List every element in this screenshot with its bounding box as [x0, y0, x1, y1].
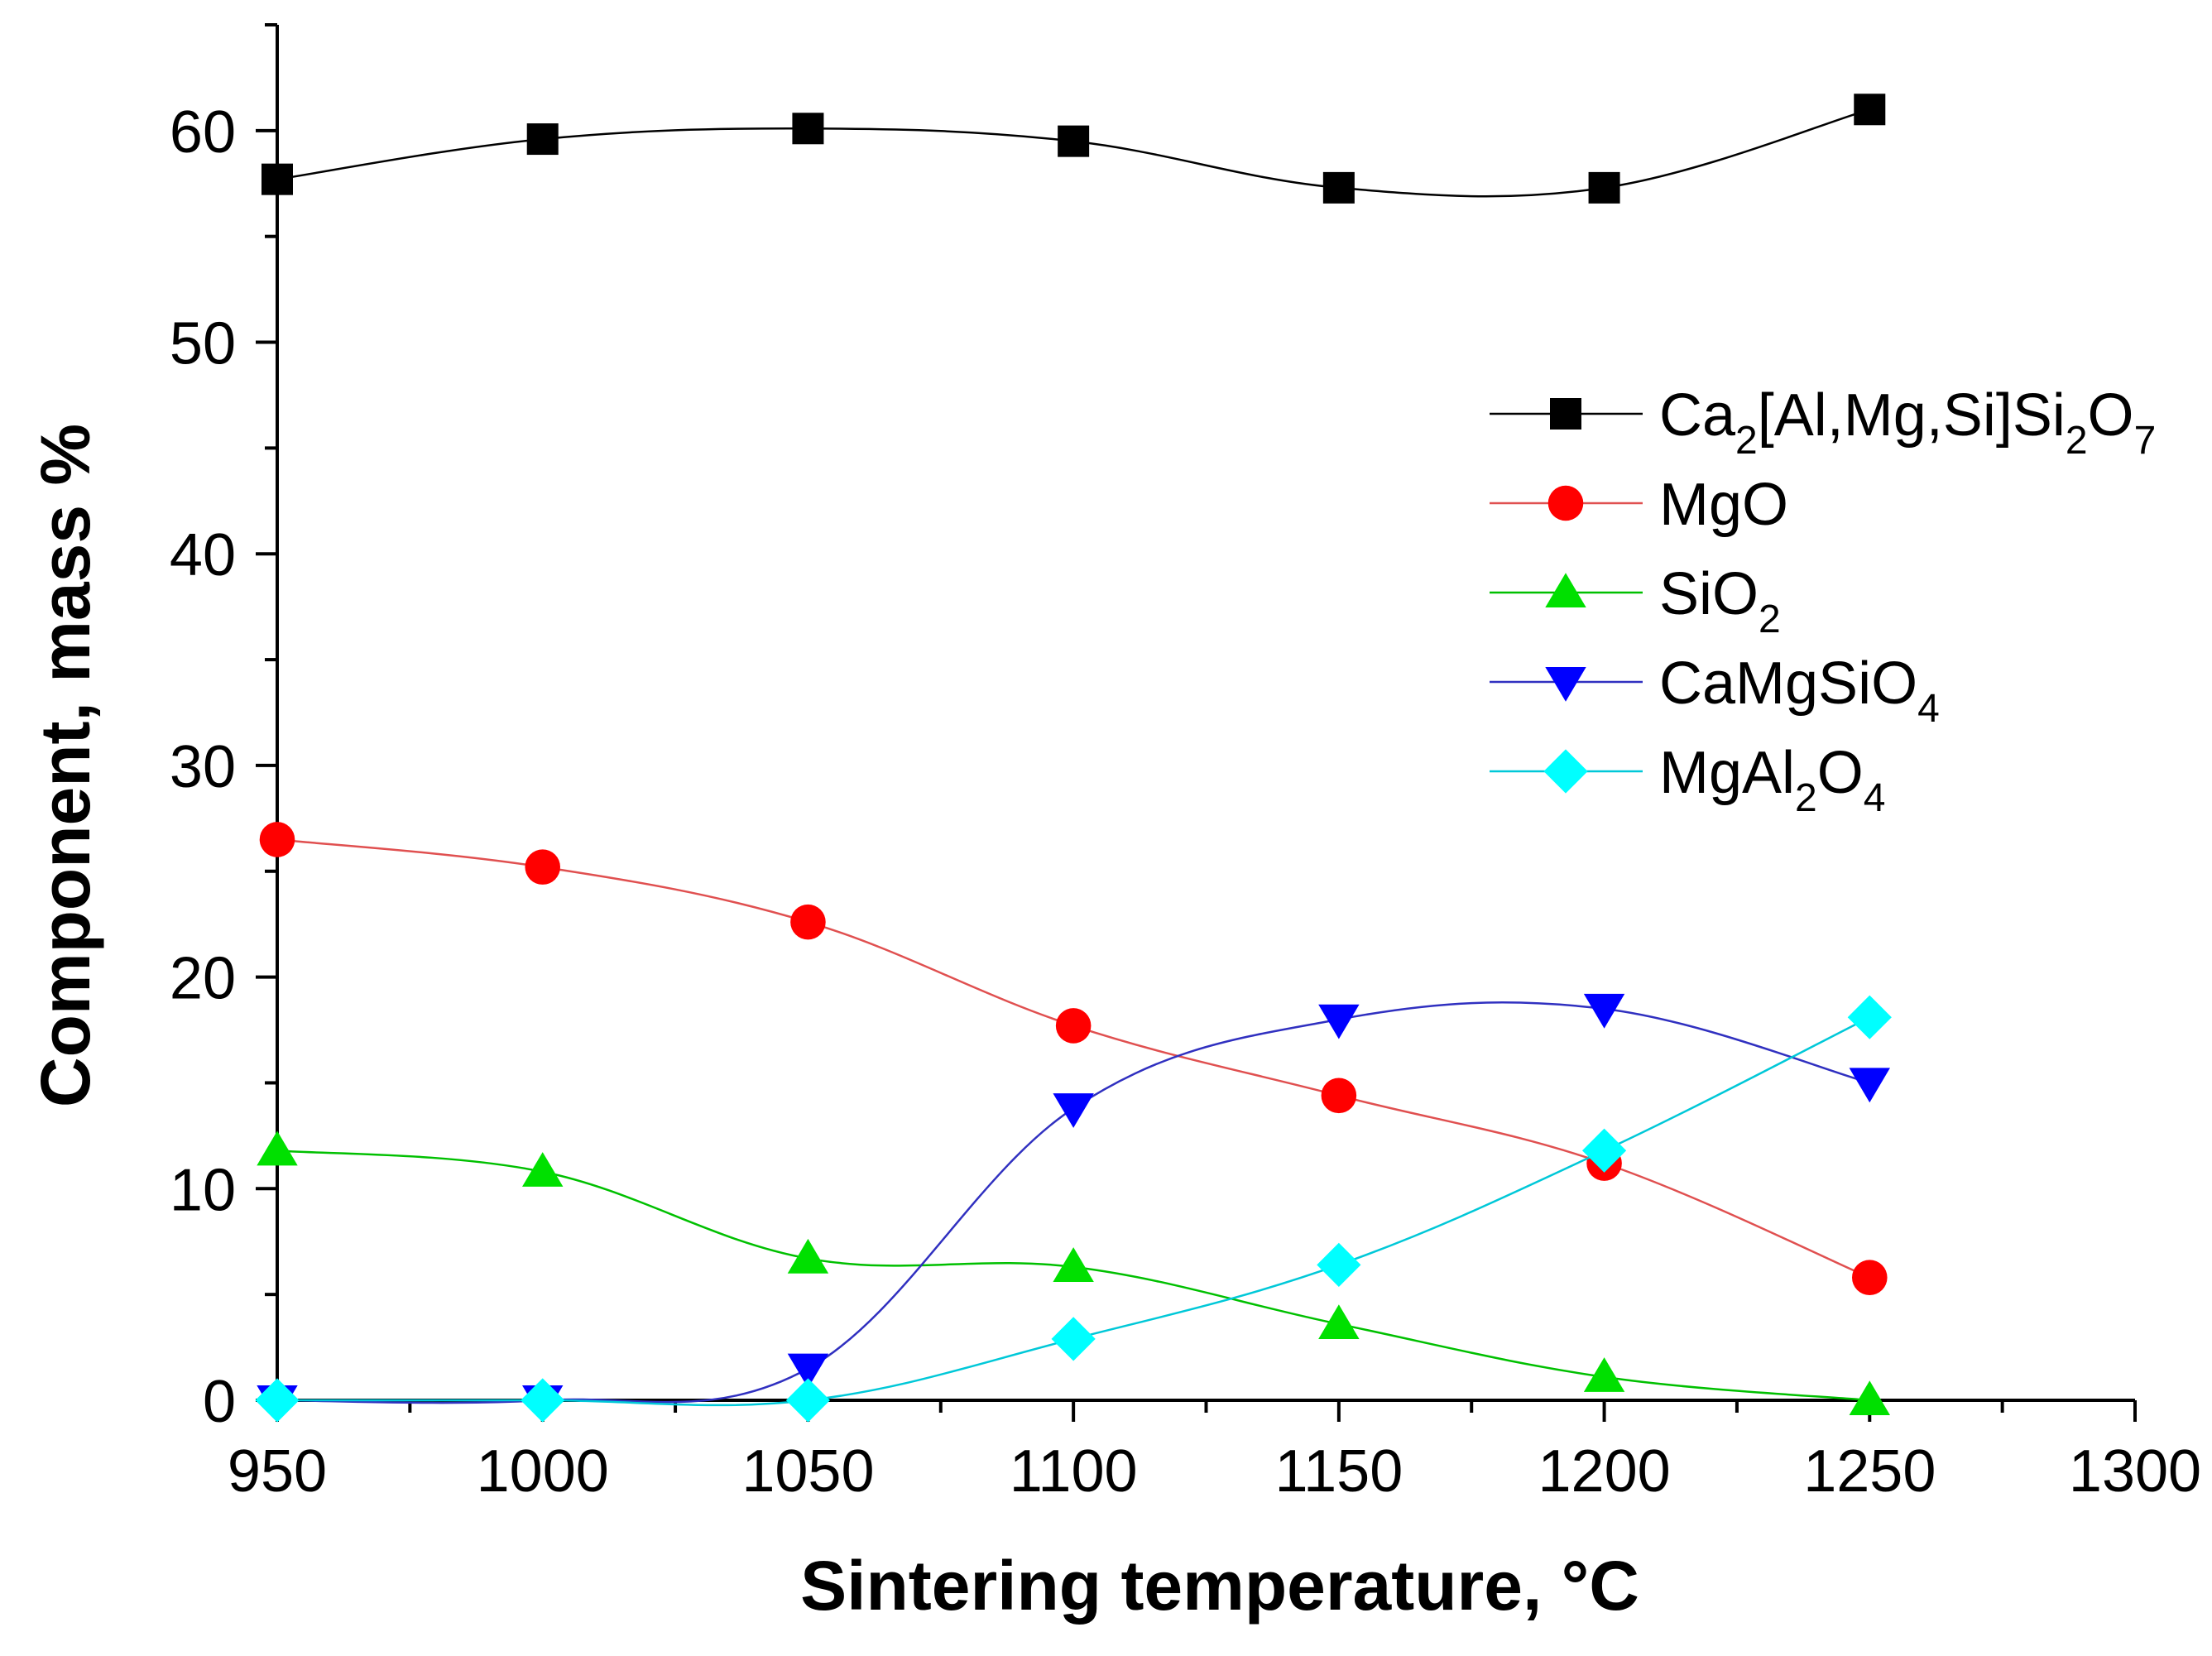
data-point	[1318, 1004, 1360, 1039]
y-tick-label: 30	[170, 734, 236, 800]
data-point	[521, 1378, 565, 1423]
data-point	[1852, 1260, 1888, 1295]
series-MgO	[259, 822, 1888, 1295]
y-axis-title: Component, mass %	[26, 424, 104, 1107]
y-tick-label: 50	[170, 311, 236, 377]
legend-item: MgO	[1490, 472, 1788, 538]
data-point	[1053, 1093, 1094, 1128]
x-tick-label: 1200	[1538, 1438, 1670, 1505]
legend-marker	[1543, 749, 1588, 794]
data-point	[1318, 1304, 1360, 1340]
x-tick-label: 1150	[1274, 1438, 1403, 1505]
data-point	[1053, 1247, 1094, 1282]
data-point	[1058, 125, 1090, 157]
data-point	[1583, 1357, 1625, 1392]
data-point	[785, 1378, 831, 1423]
x-tick-label: 1100	[1010, 1438, 1138, 1505]
x-tick-label: 1000	[477, 1438, 609, 1505]
legend-marker	[1545, 666, 1586, 702]
data-point	[787, 1238, 829, 1274]
legend-label: Ca2[Al,Mg,Si]Si2O7	[1659, 382, 2156, 463]
data-point	[1588, 171, 1620, 204]
x-axis-title: Sintering temperature, °C	[800, 1547, 1639, 1625]
data-point	[1317, 1242, 1361, 1287]
legend-label: MgO	[1659, 472, 1788, 538]
legend-item: MgAl2O4	[1490, 740, 1885, 820]
legend-label: CaMgSiO4	[1659, 650, 1940, 731]
data-point	[522, 1152, 564, 1187]
x-tick-label: 1050	[741, 1438, 874, 1505]
data-point	[1321, 1078, 1357, 1114]
legend-item: CaMgSiO4	[1490, 650, 1940, 731]
legend-label: MgAl2O4	[1659, 740, 1885, 820]
data-point	[1854, 94, 1886, 126]
legend: Ca2[Al,Mg,Si]Si2O7 MgO SiO2 CaMgSiO4 MgAl2O4	[1490, 382, 2156, 820]
data-point	[790, 904, 826, 940]
data-point	[1322, 171, 1355, 204]
series-MgAl2O4	[255, 995, 1892, 1423]
x-tick-label: 1300	[2069, 1438, 2201, 1505]
data-point	[1849, 1380, 1890, 1416]
y-tick-label: 40	[170, 522, 236, 588]
data-point	[1849, 1068, 1890, 1103]
legend-label: SiO2	[1659, 561, 1781, 641]
data-point	[255, 1378, 300, 1423]
y-tick-label: 10	[170, 1157, 236, 1223]
data-point	[1583, 993, 1625, 1029]
y-tick-label: 0	[203, 1369, 236, 1435]
data-point	[257, 1130, 298, 1166]
data-point	[787, 1353, 829, 1389]
y-tick-label: 20	[170, 946, 236, 1012]
series-layer	[255, 94, 1892, 1423]
data-point	[526, 123, 559, 156]
data-point	[525, 849, 560, 885]
data-point	[792, 113, 824, 145]
series-SiO2	[257, 1130, 1890, 1416]
legend-marker	[1545, 573, 1586, 608]
legend-item: SiO2	[1490, 561, 1781, 641]
series-line	[276, 838, 1870, 1279]
y-tick-label: 60	[170, 99, 236, 166]
legend-marker	[1547, 485, 1584, 521]
axes: 950 1000 1050 1100 1150 1200 1250 1300 0 10 20 30 40…	[170, 23, 2201, 1505]
legend-item: Ca2[Al,Mg,Si]Si2O7	[1490, 382, 2156, 463]
x-tick-label: 1250	[1803, 1438, 1936, 1505]
series-Ca2[Al,Mg,Si]Si2O7	[262, 94, 1886, 204]
legend-marker	[1550, 398, 1581, 430]
data-point	[259, 822, 295, 857]
data-point	[1051, 1317, 1096, 1361]
data-point	[262, 163, 293, 195]
data-point	[1055, 1008, 1092, 1044]
x-tick-label: 950	[228, 1438, 327, 1505]
data-point	[1581, 1128, 1627, 1173]
data-point	[1847, 995, 1892, 1039]
